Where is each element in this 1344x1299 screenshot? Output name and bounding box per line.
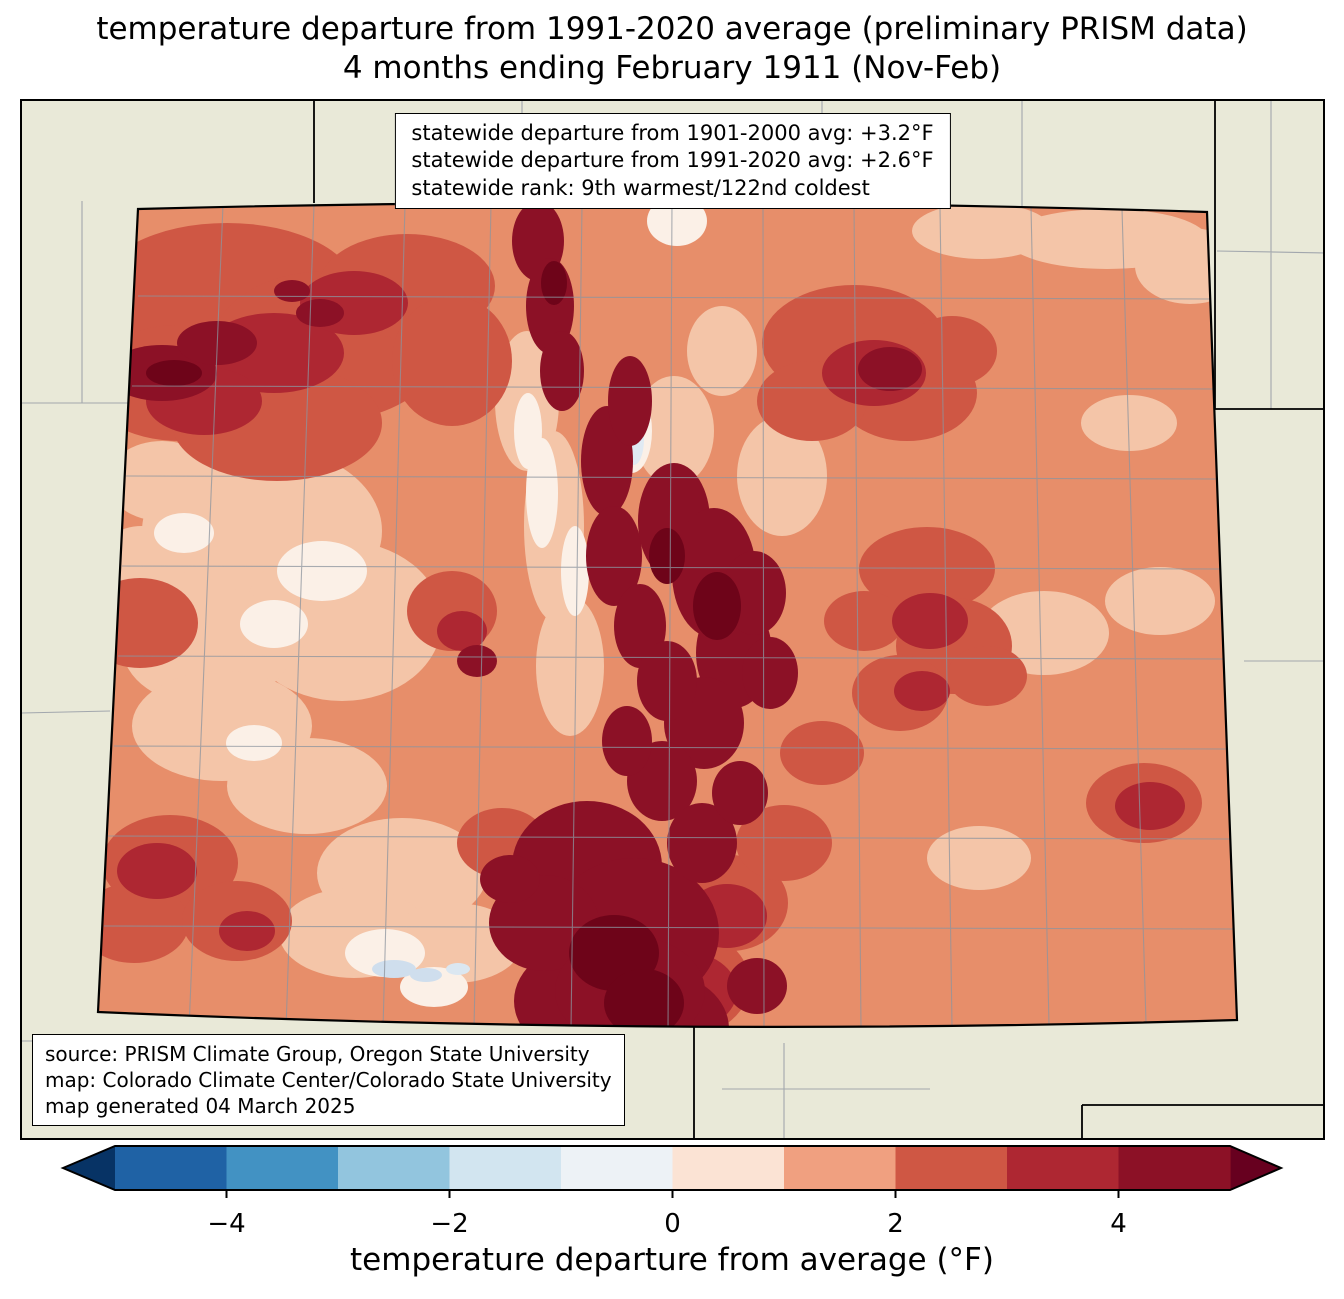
colorbar-segment bbox=[1007, 1146, 1120, 1190]
colorbar-tick-label: 2 bbox=[887, 1209, 904, 1239]
colorbar-axis-label: temperature departure from average (°F) bbox=[350, 1242, 994, 1278]
stats-line-2: statewide departure from 1991-2020 avg: … bbox=[411, 148, 934, 173]
map-axes: statewide departure from 1901-2000 avg: … bbox=[20, 99, 1325, 1140]
colorbar-tick-label: −4 bbox=[207, 1209, 245, 1239]
colorbar-right-arrow bbox=[1230, 1146, 1281, 1190]
source-box: source: PRISM Climate Group, Oregon Stat… bbox=[32, 1034, 625, 1126]
colorbar-segment bbox=[895, 1146, 1008, 1190]
colorbar-segment bbox=[1118, 1146, 1231, 1190]
colorbar-segment bbox=[784, 1146, 897, 1190]
source-line-2: map: Colorado Climate Center/Colorado St… bbox=[45, 1068, 612, 1092]
colorbar-segment bbox=[115, 1146, 228, 1190]
colorbar-segments bbox=[63, 1146, 1281, 1190]
colorbar-segment bbox=[672, 1146, 785, 1190]
colorbar-segment bbox=[561, 1146, 674, 1190]
title-line-1: temperature departure from 1991-2020 ave… bbox=[96, 11, 1248, 47]
county-lines bbox=[103, 202, 1236, 1027]
colorbar: −4 −2 0 2 4 temperature departure from avera… bbox=[60, 1145, 1284, 1278]
stats-line-3: statewide rank: 9th warmest/122nd coldes… bbox=[411, 175, 870, 200]
colorbar-segment bbox=[226, 1146, 339, 1190]
colorbar-outline bbox=[60, 1145, 1284, 1191]
source-line-3: map generated 04 March 2025 bbox=[45, 1094, 356, 1118]
stats-box: statewide departure from 1901-2000 avg: … bbox=[394, 113, 951, 209]
map-svg bbox=[22, 101, 1323, 1138]
title-line-2: 4 months ending February 1911 (Nov-Feb) bbox=[342, 49, 1002, 86]
colorbar-segment bbox=[338, 1146, 451, 1190]
colorbar-tick-label: −2 bbox=[430, 1209, 468, 1239]
figure-title: temperature departure from 1991-2020 ave… bbox=[0, 10, 1344, 88]
colorbar-left-arrow bbox=[63, 1146, 115, 1190]
stats-line-1: statewide departure from 1901-2000 avg: … bbox=[411, 121, 934, 145]
colorbar-tick-label: 4 bbox=[1110, 1209, 1127, 1239]
source-line-1: source: PRISM Climate Group, Oregon Stat… bbox=[45, 1042, 590, 1066]
colorbar-ticks: −4 −2 0 2 4 bbox=[207, 1190, 1127, 1239]
anomaly-darkest-patches bbox=[146, 261, 741, 1027]
colorbar-tick-label: 0 bbox=[664, 1209, 681, 1239]
state-fill-group bbox=[98, 202, 1237, 1027]
colorbar-segment bbox=[449, 1146, 562, 1190]
